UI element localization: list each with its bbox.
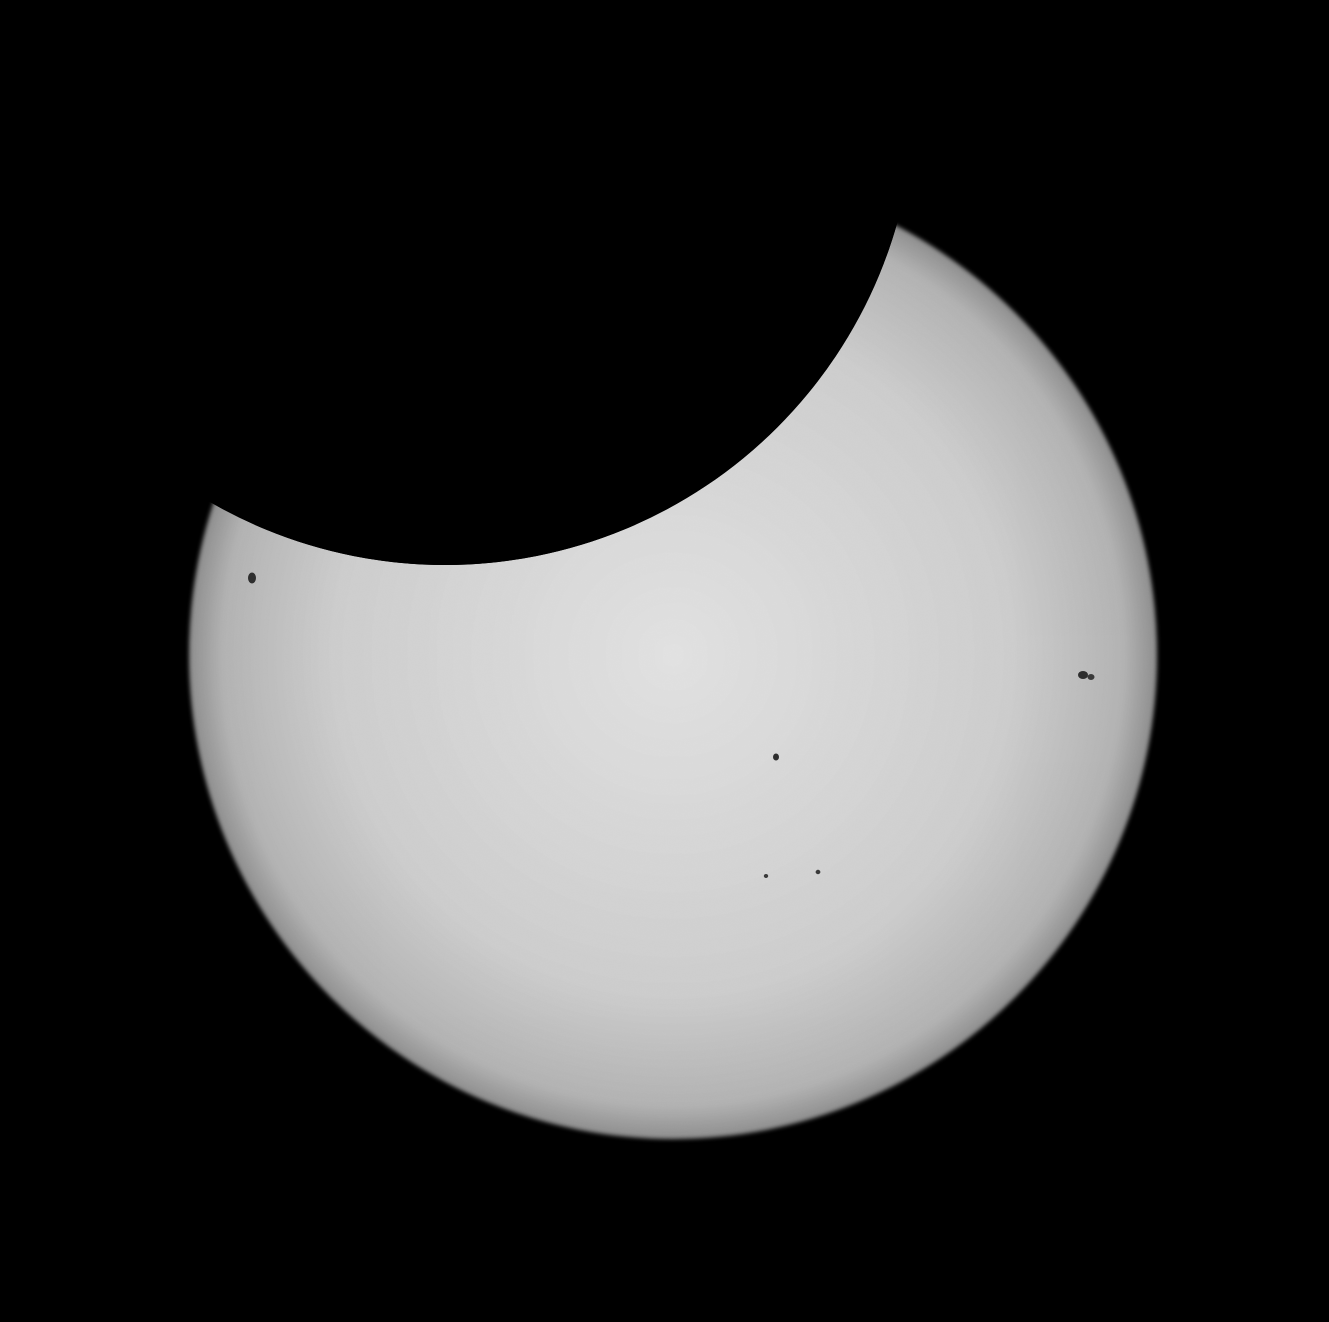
sunspot <box>763 874 769 878</box>
sunspot <box>248 572 256 584</box>
sunspot <box>773 753 779 761</box>
moon-shadow <box>0 0 915 565</box>
sunspot <box>1087 674 1095 680</box>
sunspots <box>248 572 1095 878</box>
sunspot <box>1078 671 1088 679</box>
sunspot <box>815 869 821 875</box>
